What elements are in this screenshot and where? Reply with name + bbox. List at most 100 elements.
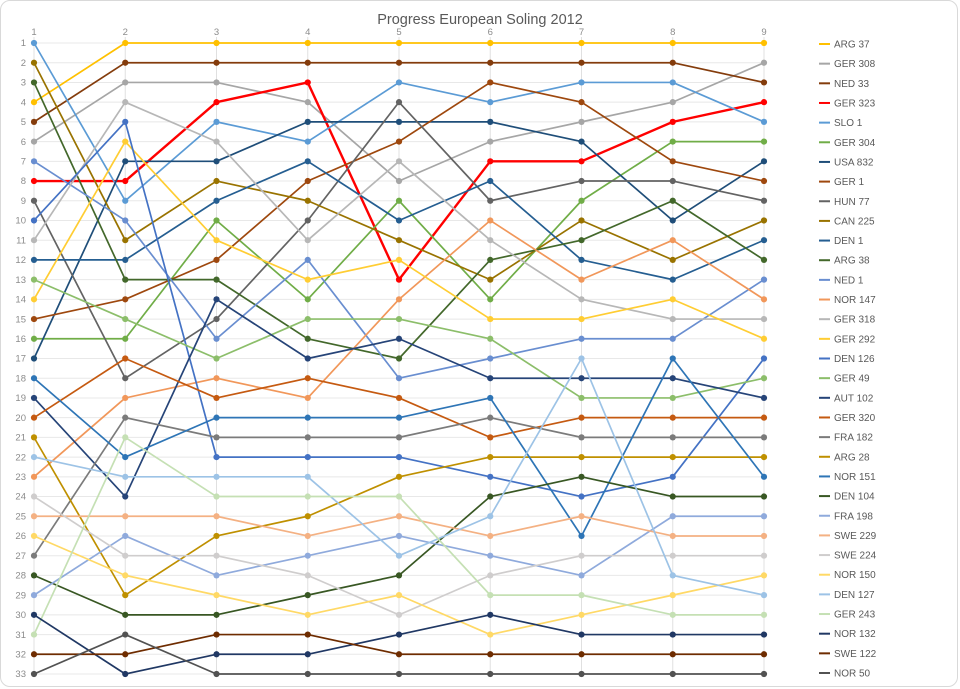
series-marker-ned-33 xyxy=(30,118,38,125)
series-marker-arg-28 xyxy=(578,453,585,461)
series-marker-den-1 xyxy=(213,197,220,204)
legend-item-usa-832[interactable]: USA 832 xyxy=(819,157,874,168)
legend-item-aut-102[interactable]: AUT 102 xyxy=(819,393,874,404)
legend-item-ger-304[interactable]: GER 304 xyxy=(819,138,876,149)
series-marker-den-127 xyxy=(213,473,220,480)
series-marker-swe-224 xyxy=(213,552,220,559)
series-marker-ger-1 xyxy=(304,177,311,185)
series-marker-swe-224 xyxy=(30,493,38,500)
legend-item-ger-49[interactable]: GER 49 xyxy=(819,374,870,385)
series-marker-ger-308 xyxy=(669,99,676,106)
legend-item-nor-147[interactable]: NOR 147 xyxy=(819,295,876,306)
series-marker-den-126 xyxy=(669,473,676,480)
legend-label-swe-229: SWE 229 xyxy=(834,531,877,542)
series-marker-ger-318 xyxy=(669,315,676,323)
series-marker-nor-147 xyxy=(213,375,220,382)
series-marker-swe-224 xyxy=(578,552,585,559)
series-marker-nor-50 xyxy=(30,670,38,678)
series-marker-ger-304 xyxy=(304,296,311,303)
legend-item-den-104[interactable]: DEN 104 xyxy=(819,492,875,503)
series-marker-den-104 xyxy=(760,493,768,500)
legend-item-arg-37[interactable]: ARG 37 xyxy=(819,40,870,51)
series-marker-ned-33 xyxy=(304,59,311,66)
legend-item-ger-243[interactable]: GER 243 xyxy=(819,610,876,621)
legend-item-ger-318[interactable]: GER 318 xyxy=(819,315,876,326)
series-marker-ger-320 xyxy=(487,434,494,441)
legend-item-nor-150[interactable]: NOR 150 xyxy=(819,570,876,581)
y-axis-tick-label: 4 xyxy=(21,97,26,108)
series-marker-hun-77 xyxy=(669,177,676,185)
legend-item-nor-132[interactable]: NOR 132 xyxy=(819,629,876,640)
series-marker-aut-102 xyxy=(213,296,220,303)
series-marker-can-225 xyxy=(122,237,129,244)
series-marker-nor-150 xyxy=(122,572,129,579)
series-marker-swe-224 xyxy=(122,552,129,559)
series-marker-hun-77 xyxy=(213,315,220,323)
series-marker-swe-122 xyxy=(669,651,676,658)
series-marker-fra-182 xyxy=(395,434,403,441)
series-marker-nor-150 xyxy=(30,532,38,540)
legend-item-nor-151[interactable]: NOR 151 xyxy=(819,472,876,483)
y-axis-tick-label: 5 xyxy=(21,117,26,128)
series-marker-nor-50 xyxy=(122,631,129,638)
legend-label-nor-50: NOR 50 xyxy=(834,669,871,680)
series-marker-fra-198 xyxy=(487,552,494,559)
legend-item-ger-292[interactable]: GER 292 xyxy=(819,334,876,345)
series-marker-ger-49 xyxy=(30,276,38,283)
series-marker-nor-151 xyxy=(760,473,768,480)
legend-item-swe-224[interactable]: SWE 224 xyxy=(819,551,877,562)
series-marker-aut-102 xyxy=(760,394,768,402)
series-marker-nor-50 xyxy=(213,670,220,678)
series-marker-den-1 xyxy=(669,276,676,283)
legend-item-ned-33[interactable]: NED 33 xyxy=(819,79,869,90)
series-marker-ger-292 xyxy=(760,335,768,342)
series-marker-arg-37 xyxy=(578,39,585,47)
series-marker-arg-28 xyxy=(213,532,220,540)
y-axis-tick-label: 33 xyxy=(15,669,26,680)
legend-item-ger-308[interactable]: GER 308 xyxy=(819,59,876,70)
series-marker-den-1 xyxy=(395,217,403,224)
series-marker-ger-323 xyxy=(30,177,38,185)
series-marker-nor-151 xyxy=(30,375,38,382)
series-marker-slo-1 xyxy=(213,118,220,125)
y-axis-tick-label: 20 xyxy=(15,413,26,424)
series-marker-ned-33 xyxy=(213,59,220,66)
y-axis-tick-label: 16 xyxy=(15,334,26,345)
series-marker-hun-77 xyxy=(122,375,129,382)
legend-item-den-126[interactable]: DEN 126 xyxy=(819,354,875,365)
series-marker-ger-243 xyxy=(213,493,220,500)
legend-item-slo-1[interactable]: SLO 1 xyxy=(819,118,863,129)
legend-label-ned-33: NED 33 xyxy=(834,79,869,90)
series-marker-ned-33 xyxy=(122,59,129,66)
series-marker-aut-102 xyxy=(122,493,129,500)
series-marker-ger-304 xyxy=(395,197,403,204)
legend-item-swe-122[interactable]: SWE 122 xyxy=(819,649,877,660)
legend-item-arg-28[interactable]: ARG 28 xyxy=(819,452,870,463)
series-marker-fra-182 xyxy=(30,552,38,559)
legend-item-hun-77[interactable]: HUN 77 xyxy=(819,197,870,208)
series-marker-arg-37 xyxy=(122,39,129,47)
legend-item-ned-1[interactable]: NED 1 xyxy=(819,275,864,286)
legend-item-den-1[interactable]: DEN 1 xyxy=(819,236,864,247)
legend-item-ger-320[interactable]: GER 320 xyxy=(819,413,876,424)
legend-item-fra-198[interactable]: FRA 198 xyxy=(819,511,873,522)
legend-item-nor-50[interactable]: NOR 50 xyxy=(819,669,871,680)
series-marker-nor-151 xyxy=(304,414,311,421)
legend-item-ger-1[interactable]: GER 1 xyxy=(819,177,864,188)
series-marker-ger-243 xyxy=(669,611,676,618)
legend-item-den-127[interactable]: DEN 127 xyxy=(819,590,875,601)
series-marker-nor-147 xyxy=(304,394,311,402)
series-marker-ger-323 xyxy=(487,158,494,165)
series-marker-den-127 xyxy=(760,592,768,599)
legend-item-fra-182[interactable]: FRA 182 xyxy=(819,433,873,444)
series-marker-can-225 xyxy=(760,217,768,224)
legend-item-ger-323[interactable]: GER 323 xyxy=(819,98,876,109)
legend-item-swe-229[interactable]: SWE 229 xyxy=(819,531,877,542)
legend-item-can-225[interactable]: CAN 225 xyxy=(819,216,875,227)
series-marker-swe-122 xyxy=(30,651,38,658)
y-axis-tick-label: 27 xyxy=(15,551,26,562)
series-marker-nor-132 xyxy=(669,631,676,638)
series-marker-ger-323 xyxy=(122,177,129,185)
series-marker-swe-224 xyxy=(395,611,403,618)
legend-item-arg-38[interactable]: ARG 38 xyxy=(819,256,870,267)
